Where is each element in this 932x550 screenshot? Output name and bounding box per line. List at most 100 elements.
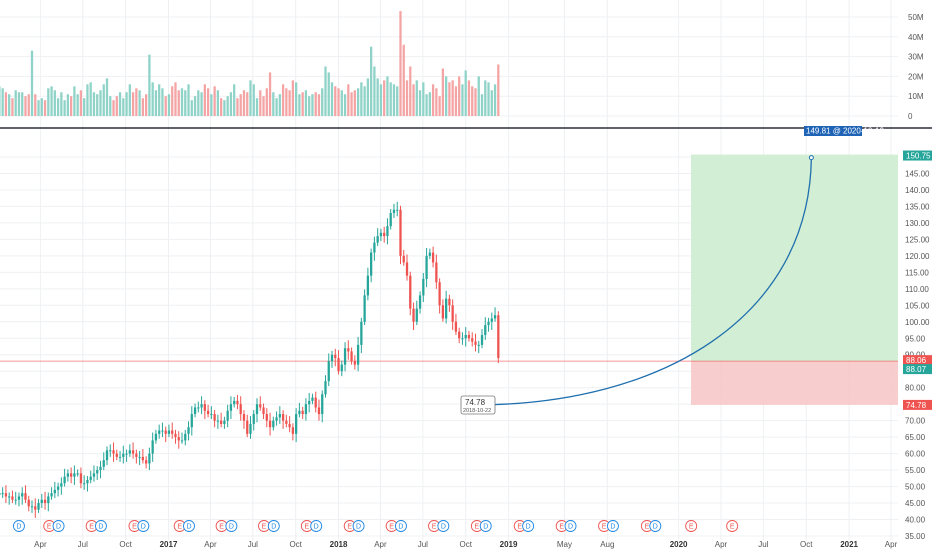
earnings-event-label: E: [559, 524, 564, 531]
earnings-event-icon[interactable]: [685, 520, 698, 532]
earnings-event-label: E: [602, 524, 607, 531]
volume-bar: [402, 44, 405, 116]
candle-body: [428, 252, 431, 256]
price-tick-label: 45.00: [905, 499, 926, 508]
candle-body: [125, 453, 128, 455]
candle-body: [200, 404, 203, 408]
candle-body: [37, 503, 40, 510]
volume-bar: [480, 94, 484, 116]
candle-body: [99, 466, 102, 471]
volume-bar: [27, 94, 30, 116]
volume-bar: [324, 66, 327, 116]
dividend-event-icon[interactable]: [479, 520, 492, 532]
volume-bar: [438, 96, 441, 116]
curve-end-handle[interactable]: [808, 155, 814, 161]
dividend-event-icon[interactable]: [13, 520, 25, 532]
dividend-event-label: D: [398, 524, 403, 531]
time-axis[interactable]: Apr Jul Oct 2017 Apr Jul Oct 2018 Apr Jul Oct 2019 M…: [34, 540, 897, 549]
candle-body: [454, 321, 458, 332]
dividend-event-icon[interactable]: [225, 520, 238, 532]
price-tick-label: 135.00: [905, 202, 930, 211]
candle-body: [363, 295, 366, 322]
candle-body: [477, 344, 480, 346]
candle-body: [373, 242, 376, 253]
volume-bar: [314, 92, 317, 116]
candle-body: [148, 453, 151, 464]
dividend-event-icon[interactable]: [95, 520, 107, 532]
dividend-event-icon[interactable]: [183, 520, 195, 532]
projection-curve[interactable]: [475, 157, 813, 406]
dividend-event-label: D: [16, 524, 21, 531]
volume-bar: [272, 92, 275, 116]
candle-body: [246, 420, 249, 434]
volume-tick-label: 50M: [908, 13, 924, 22]
volume-bar: [14, 90, 17, 116]
volume-bar: [422, 82, 425, 116]
volume-bar: [379, 84, 383, 116]
volume-bar: [347, 84, 350, 116]
dividend-event-icon[interactable]: [352, 520, 365, 532]
volume-bar: [167, 94, 171, 116]
time-tick-label: 2017: [160, 540, 178, 549]
volume-bar: [392, 84, 396, 116]
price-tag-label: 88.06: [906, 356, 927, 365]
volume-bar: [363, 86, 366, 116]
dividend-event-icon[interactable]: [137, 520, 150, 532]
volume-bar: [360, 82, 363, 116]
dividend-event-icon[interactable]: [310, 520, 323, 532]
dividend-event-icon[interactable]: [437, 520, 450, 532]
candle-body: [105, 450, 109, 461]
volume-bar: [445, 76, 448, 116]
candle-body: [474, 341, 477, 345]
candle-body: [219, 420, 223, 424]
dividend-event-icon[interactable]: [52, 520, 65, 532]
volume-bar: [17, 92, 21, 116]
price-tick-label: 130.00: [905, 219, 930, 228]
candle-body: [43, 499, 47, 504]
dividend-event-icon[interactable]: [649, 520, 662, 532]
volume-bar: [474, 88, 477, 116]
candle-body: [347, 348, 350, 352]
earnings-event-label: E: [517, 524, 522, 531]
dividend-event-icon[interactable]: [564, 520, 577, 532]
price-tick-label: 100.00: [905, 318, 930, 327]
volume-bar: [76, 94, 79, 116]
candle-body: [27, 499, 30, 507]
dividend-event-icon[interactable]: [522, 520, 535, 532]
volume-bar: [226, 96, 229, 116]
candle-body: [435, 262, 438, 283]
profit-zone[interactable]: [691, 154, 898, 362]
candle-body: [324, 381, 327, 395]
dividend-event-icon[interactable]: [395, 520, 407, 532]
earnings-event-label: E: [132, 524, 137, 531]
volume-bar: [278, 94, 281, 116]
candle-body: [376, 236, 379, 243]
earnings-event-label: E: [262, 524, 267, 531]
volume-bar: [118, 92, 122, 116]
volume-bar: [350, 92, 353, 116]
volume-bar: [213, 86, 216, 116]
volume-bar: [43, 100, 47, 116]
loss-zone[interactable]: [691, 361, 898, 405]
earnings-event-icon[interactable]: [726, 520, 739, 532]
price-axis[interactable]: 35.00 40.00 45.00 50.00 55.00 60.00 65.00 70.00…: [905, 153, 930, 541]
dividend-event-icon[interactable]: [267, 520, 280, 532]
time-tick-label: Jul: [248, 540, 258, 549]
candle-body: [226, 410, 229, 421]
dividend-event-label: D: [229, 524, 234, 531]
volume-bar: [418, 90, 422, 116]
candle-body: [249, 423, 252, 434]
candle-body: [161, 430, 164, 432]
volume-bar: [448, 82, 451, 116]
dividend-event-icon[interactable]: [606, 520, 619, 532]
volume-bar: [69, 96, 73, 116]
candle-body: [275, 417, 278, 421]
volume-bar: [497, 64, 500, 116]
volume-bar: [288, 90, 291, 116]
time-tick-label: Oct: [289, 540, 302, 549]
volume-bar: [435, 88, 438, 116]
volume-bar: [415, 80, 418, 116]
candle-body: [79, 473, 83, 484]
